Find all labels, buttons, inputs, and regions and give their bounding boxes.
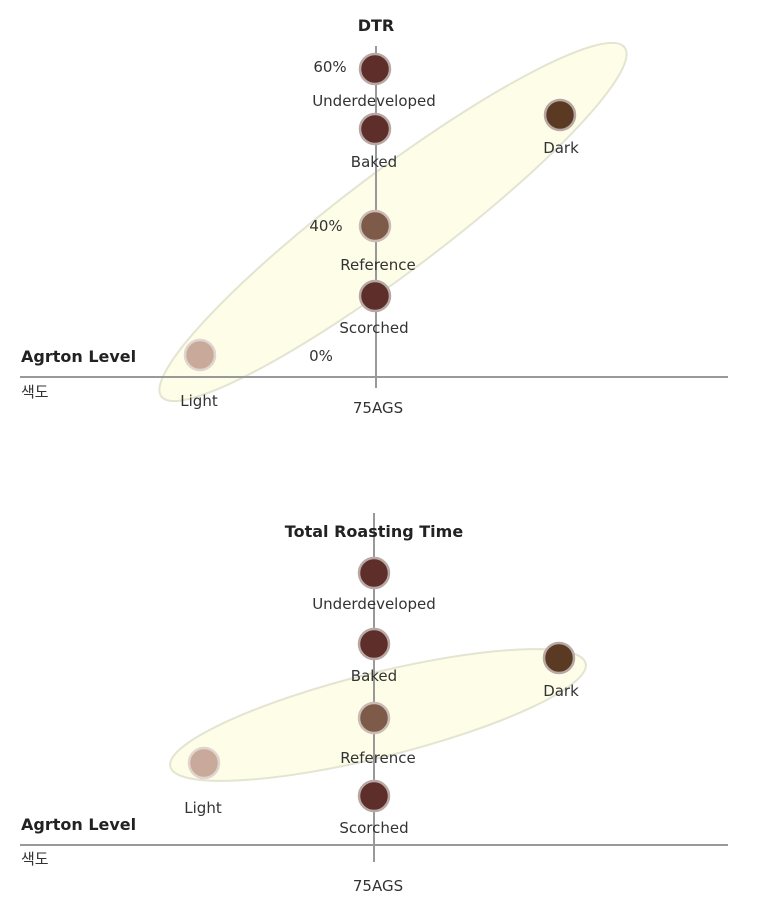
point-label: Dark	[543, 139, 579, 157]
data-point-underdeveloped	[358, 52, 392, 86]
data-point-dark	[542, 641, 576, 675]
data-point-underdeveloped	[357, 556, 391, 590]
chart-dtr: DTR Agrton Level 색도 75AGS 60% 40% 0% Und…	[20, 16, 728, 417]
point-label: Baked	[351, 153, 397, 171]
point-label: Dark	[543, 682, 579, 700]
correlation-ellipse	[158, 41, 628, 403]
chart-title: Total Roasting Time	[285, 522, 464, 541]
data-point-light	[187, 746, 221, 780]
point-label: Scorched	[339, 319, 408, 337]
data-point-dark	[543, 98, 577, 132]
point-label: Baked	[351, 667, 397, 685]
x-axis-sublabel: 색도	[21, 850, 49, 868]
y-tick-label: 40%	[309, 217, 342, 235]
point-label: Reference	[340, 749, 416, 767]
point-label: Light	[184, 799, 222, 817]
x-axis-label: Agrton Level	[21, 815, 136, 834]
data-point-scorched	[358, 279, 392, 313]
x-tick-label: 75AGS	[353, 399, 403, 417]
point-label: Underdeveloped	[312, 92, 436, 110]
data-point-baked	[357, 627, 391, 661]
data-point-reference	[358, 209, 392, 243]
x-axis-label: Agrton Level	[21, 347, 136, 366]
chart-title: DTR	[358, 16, 395, 35]
data-point-reference	[357, 701, 391, 735]
y-tick-label: 60%	[313, 58, 346, 76]
data-point-scorched	[357, 779, 391, 813]
y-tick-label: 0%	[309, 347, 333, 365]
x-tick-label: 75AGS	[353, 877, 403, 895]
point-label: Scorched	[339, 819, 408, 837]
chart-total-roasting-time: Total Roasting Time Agrton Level 색도 75AG…	[20, 513, 728, 895]
point-label: Light	[180, 392, 218, 410]
point-label: Underdeveloped	[312, 595, 436, 613]
x-axis-sublabel: 색도	[21, 383, 49, 401]
data-point-light	[183, 338, 217, 372]
data-point-baked	[358, 112, 392, 146]
point-label: Reference	[340, 256, 416, 274]
